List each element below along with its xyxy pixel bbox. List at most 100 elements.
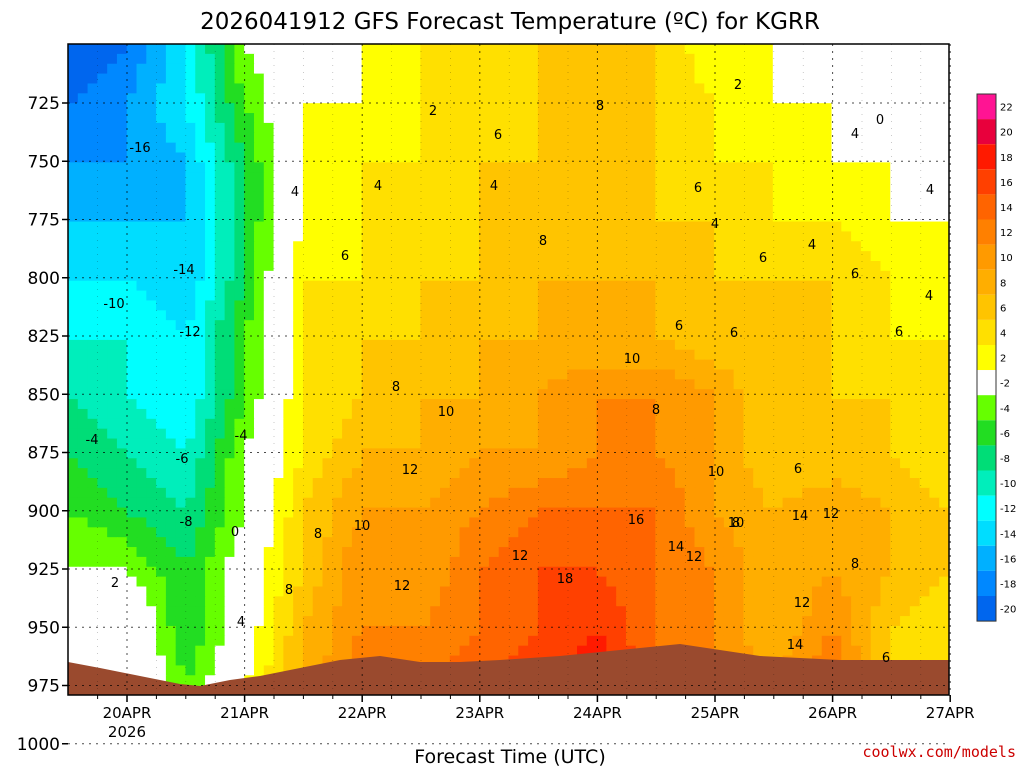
temp-cell xyxy=(342,310,353,321)
temp-cell xyxy=(97,93,108,104)
temp-cell xyxy=(116,339,128,351)
temp-cell xyxy=(723,576,735,588)
temp-cell xyxy=(400,566,412,578)
temp-cell xyxy=(175,152,187,163)
temp-cell xyxy=(332,310,343,321)
temp-cell xyxy=(684,152,696,163)
temp-cell xyxy=(165,408,177,420)
temp-cell xyxy=(704,44,715,55)
temp-cell xyxy=(410,566,421,578)
temp-cell xyxy=(371,122,382,134)
temp-cell xyxy=(391,310,402,321)
temp-cell xyxy=(714,468,725,479)
temp-cell xyxy=(557,270,568,282)
temp-cell xyxy=(508,241,519,252)
temp-cell xyxy=(107,182,118,193)
temp-cell xyxy=(831,556,842,568)
temp-cell xyxy=(567,320,578,331)
temp-cell xyxy=(459,497,470,509)
temp-cell xyxy=(391,379,402,390)
temp-cell xyxy=(811,399,823,410)
temp-cell xyxy=(537,320,549,331)
temp-cell xyxy=(616,408,627,420)
temp-cell xyxy=(195,201,206,213)
temp-cell xyxy=(802,359,813,371)
temp-cell xyxy=(449,497,461,509)
temp-cell xyxy=(293,507,304,519)
temp-cell xyxy=(156,547,167,558)
temp-cell xyxy=(772,290,784,302)
temp-cell xyxy=(596,280,607,292)
temp-cell xyxy=(439,537,451,548)
temp-cell xyxy=(851,320,862,331)
temp-cell xyxy=(890,270,901,282)
temp-cell xyxy=(743,359,754,371)
temp-cell xyxy=(253,527,265,538)
temp-cell xyxy=(224,537,236,548)
temp-cell xyxy=(185,83,196,94)
temp-cell xyxy=(116,537,128,548)
temp-cell xyxy=(430,191,441,203)
temp-cell xyxy=(87,300,98,311)
temp-cell xyxy=(136,113,147,124)
temp-cell xyxy=(342,122,353,134)
temp-cell xyxy=(772,241,784,252)
temp-cell xyxy=(420,438,431,450)
temp-cell xyxy=(557,63,568,75)
temp-cell xyxy=(68,389,79,400)
temp-cell xyxy=(939,438,949,450)
temp-cell xyxy=(567,182,578,193)
temp-cell xyxy=(244,566,255,578)
temp-cell xyxy=(596,201,607,213)
temp-cell xyxy=(919,399,931,410)
temp-cell xyxy=(821,300,833,311)
temp-cell xyxy=(733,63,745,75)
temp-cell xyxy=(616,379,627,390)
temp-cell xyxy=(97,182,108,193)
temp-cell xyxy=(772,93,784,104)
temp-cell xyxy=(596,517,607,528)
temp-cell xyxy=(234,53,245,65)
temp-cell xyxy=(743,408,754,420)
temp-cell xyxy=(743,330,754,341)
temp-cell xyxy=(782,576,793,588)
temp-cell xyxy=(244,103,255,114)
temp-cell xyxy=(655,507,666,519)
temp-cell xyxy=(107,162,118,173)
temp-cell xyxy=(841,537,852,548)
temp-cell xyxy=(665,132,676,144)
temp-cell xyxy=(244,507,255,519)
temp-cell xyxy=(831,221,842,233)
temp-cell xyxy=(537,132,549,144)
temp-cell xyxy=(312,586,324,597)
temp-cell xyxy=(567,300,578,311)
temp-cell xyxy=(165,73,177,85)
temp-cell xyxy=(792,418,803,430)
temp-cell xyxy=(782,53,793,65)
temp-cell xyxy=(900,369,911,380)
temp-cell xyxy=(714,221,725,233)
temp-cell xyxy=(214,408,226,420)
temp-cell xyxy=(488,468,500,479)
temp-cell xyxy=(479,270,490,282)
temp-cell xyxy=(146,399,157,410)
temp-cell xyxy=(244,369,255,380)
temp-cell xyxy=(870,349,882,361)
temp-cell xyxy=(400,103,412,114)
temp-cell xyxy=(224,586,236,597)
temp-cell xyxy=(498,231,510,242)
temp-cell xyxy=(743,556,754,568)
temp-cell xyxy=(302,251,314,262)
temp-cell xyxy=(811,182,823,193)
temp-cell xyxy=(753,359,764,371)
temp-cell xyxy=(782,369,793,380)
temp-cell xyxy=(224,182,236,193)
temp-cell xyxy=(811,556,823,568)
temp-cell xyxy=(606,261,617,272)
temp-cell xyxy=(616,556,627,568)
temp-cell xyxy=(860,537,872,548)
temp-cell xyxy=(430,389,441,400)
temp-cell xyxy=(273,428,284,440)
temp-cell xyxy=(753,330,764,341)
temp-cell xyxy=(635,576,647,588)
